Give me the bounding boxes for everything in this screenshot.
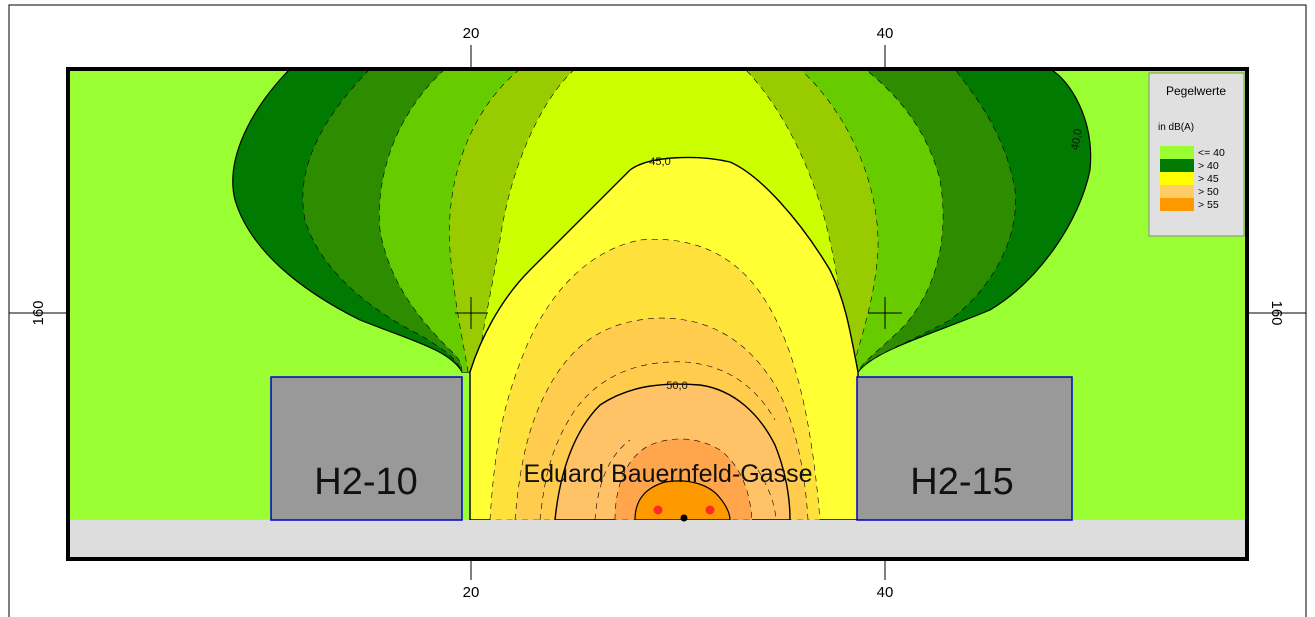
legend-swatch: [1160, 172, 1194, 185]
receiver-point: [680, 514, 688, 522]
x-tick-bottom-40: 40: [877, 584, 894, 601]
legend-unit: in dB(A): [1158, 122, 1194, 133]
building-h2-15: [856, 376, 1073, 521]
dashed-contours: [539, 361, 777, 521]
building-label-h2-10: H2-10: [314, 461, 418, 503]
building-label-h2-15: H2-15: [910, 461, 1014, 503]
legend-swatch: [1160, 159, 1194, 172]
ground-strip: [68, 520, 1247, 559]
map-area: H2-10 H2-15 Eduard Bauernfeld-Gasse 45,0…: [68, 69, 1247, 559]
legend-items: <= 40> 40> 45> 50> 55: [1160, 146, 1225, 211]
legend-swatch: [1160, 185, 1194, 198]
source-point: [653, 505, 663, 515]
x-tick-bottom-20: 20: [463, 584, 480, 601]
contour-label-45: 45,0: [649, 156, 670, 168]
x-tick-top-40: 40: [877, 25, 894, 42]
y-tick-right-160: 160: [1268, 300, 1285, 325]
legend-label: > 55: [1198, 199, 1219, 211]
legend-title: Pegelwerte: [1166, 84, 1226, 98]
axis-ticks: [9, 45, 1306, 580]
building-h2-10: [270, 376, 463, 521]
y-tick-left-160: 160: [30, 300, 47, 325]
legend-swatch: [1160, 146, 1194, 159]
map-border: [66, 67, 1249, 561]
legend: Pegelwerte in dB(A) <= 40> 40> 45> 50> 5…: [1148, 72, 1245, 237]
source-point: [705, 505, 715, 515]
legend-label: > 50: [1198, 186, 1219, 198]
contour-label-40: 40,0: [1069, 128, 1085, 151]
x-tick-top-20: 20: [463, 25, 480, 42]
legend-label: <= 40: [1198, 147, 1225, 159]
legend-label: > 40: [1198, 160, 1219, 172]
grid-crosshairs: [455, 297, 902, 329]
legend-swatch: [1160, 198, 1194, 211]
street-label: Eduard Bauernfeld-Gasse: [523, 460, 812, 488]
legend-label: > 45: [1198, 173, 1219, 185]
contour-label-50: 50,0: [666, 380, 687, 392]
